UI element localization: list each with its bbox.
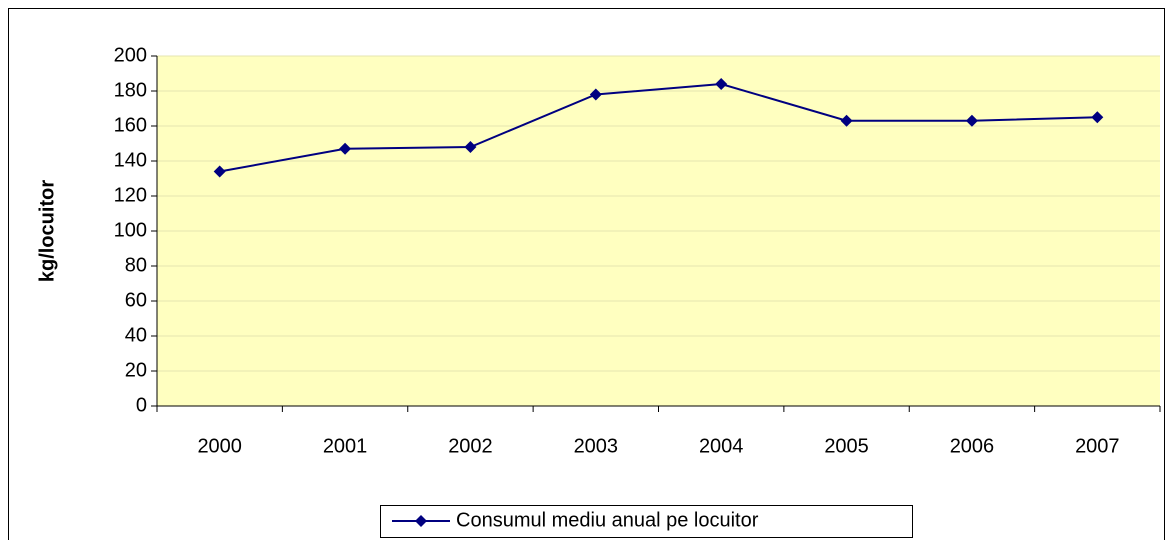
legend-label: Consumul mediu anual pe locuitor xyxy=(456,509,759,531)
data-point xyxy=(464,141,477,153)
y-tick-label: 40 xyxy=(125,324,147,346)
x-tick-label: 2001 xyxy=(323,435,368,457)
y-tick-label: 140 xyxy=(114,149,147,171)
legend-marker xyxy=(415,515,427,527)
y-tick-label: 120 xyxy=(114,184,147,206)
x-tick-label: 2005 xyxy=(824,435,869,457)
data-point xyxy=(1091,111,1104,124)
x-tick-label: 2007 xyxy=(1075,435,1120,457)
data-point xyxy=(213,165,226,178)
data-point xyxy=(840,114,853,127)
data-point xyxy=(965,114,978,127)
y-tick-label: 100 xyxy=(114,219,147,241)
data-point xyxy=(715,78,728,90)
y-tick-label: 80 xyxy=(125,254,147,276)
y-tick-label: 0 xyxy=(136,394,147,416)
data-point xyxy=(589,88,602,101)
y-tick-label: 20 xyxy=(125,359,147,381)
x-tick-label: 2000 xyxy=(197,435,242,457)
x-tick-label: 2003 xyxy=(574,435,619,457)
y-axis-label: kg/locuitor xyxy=(36,180,58,282)
y-tick-label: 180 xyxy=(114,79,147,101)
series-line xyxy=(219,82,1098,173)
data-point xyxy=(339,142,352,155)
legend-box xyxy=(380,505,913,538)
y-tick-label: 200 xyxy=(114,44,147,66)
x-tick-label: 2002 xyxy=(448,435,493,457)
y-tick-label: 60 xyxy=(125,289,147,311)
y-tick-label: 160 xyxy=(114,114,147,136)
x-tick-label: 2006 xyxy=(950,435,995,457)
x-tick-label: 2004 xyxy=(699,435,744,457)
